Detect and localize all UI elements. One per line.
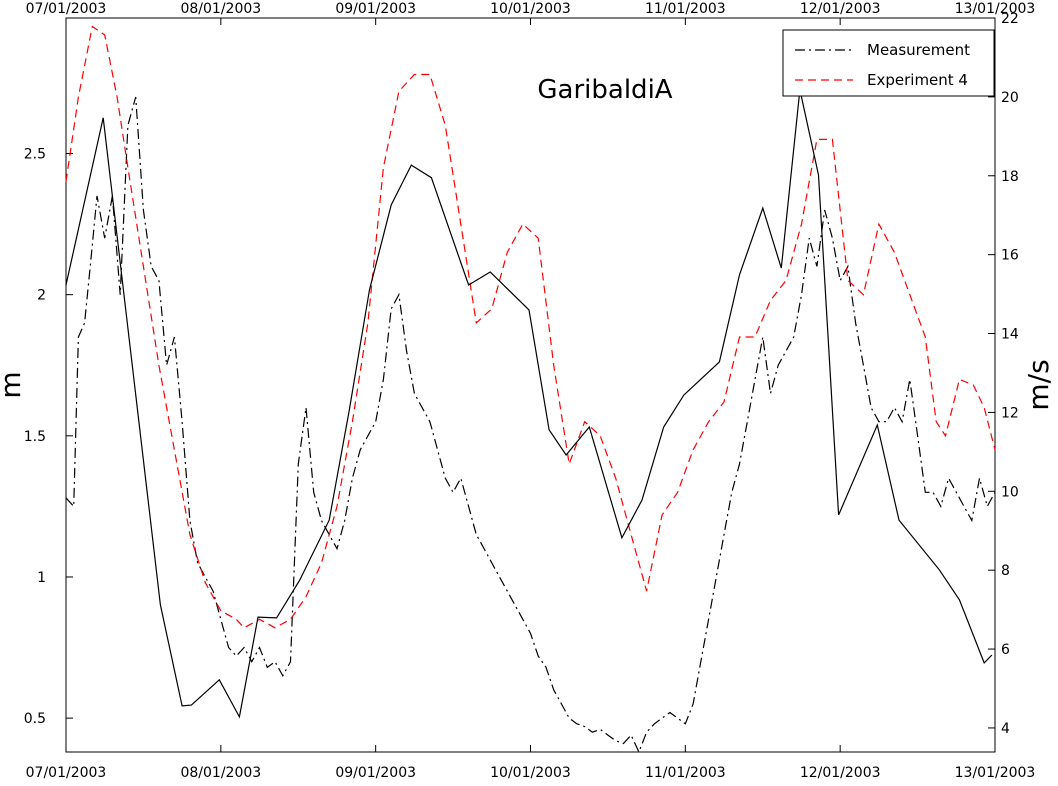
legend-label: Measurement bbox=[867, 41, 970, 59]
y2-tick-label: 8 bbox=[1001, 563, 1010, 579]
x-tick-label: 12/01/2003 bbox=[800, 765, 881, 781]
y-axis-label: m bbox=[0, 371, 27, 398]
x-tick-label: 10/01/2003 bbox=[490, 765, 571, 781]
plot-frame bbox=[65, 17, 996, 753]
x-tick-label-top: 12/01/2003 bbox=[800, 1, 881, 17]
y2-tick-label: 20 bbox=[1001, 90, 1019, 106]
x-tick-label-top: 09/01/2003 bbox=[335, 1, 416, 17]
x-tick-label: 07/01/2003 bbox=[26, 765, 107, 781]
line-series bbox=[65, 89, 993, 719]
legend-box bbox=[782, 29, 995, 97]
y2-tick-label: 18 bbox=[1001, 169, 1019, 185]
y2-tick-label: 6 bbox=[1001, 642, 1010, 658]
x-tick-label-top: 08/01/2003 bbox=[180, 1, 261, 17]
x-tick-label-top: 13/01/2003 bbox=[955, 1, 1036, 17]
y2-tick-label: 4 bbox=[1001, 721, 1010, 737]
line-series bbox=[65, 96, 996, 754]
y2-tick-label: 12 bbox=[1001, 405, 1019, 421]
y-tick-label: 1 bbox=[37, 570, 46, 586]
y-tick-label: 2.5 bbox=[24, 147, 46, 163]
x-tick-label: 09/01/2003 bbox=[335, 765, 416, 781]
x-tick-label: 13/01/2003 bbox=[955, 765, 1036, 781]
x-tick-label: 11/01/2003 bbox=[645, 765, 726, 781]
y-tick-label: 0.5 bbox=[24, 711, 46, 727]
x-tick-label: 08/01/2003 bbox=[180, 765, 261, 781]
x-tick-label-top: 07/01/2003 bbox=[26, 1, 107, 17]
y2-tick-label: 14 bbox=[1001, 327, 1019, 343]
line-series bbox=[65, 25, 996, 629]
annotation: GaribaldiA bbox=[537, 75, 672, 105]
y-tick-label: 1.5 bbox=[24, 429, 46, 445]
x-tick-label-top: 11/01/2003 bbox=[645, 1, 726, 17]
y2-tick-label: 22 bbox=[1001, 11, 1019, 27]
y2-tick-label: 10 bbox=[1001, 484, 1019, 500]
x-tick-label-top: 10/01/2003 bbox=[490, 1, 571, 17]
y-tick-label: 2 bbox=[37, 288, 46, 304]
legend-label: Experiment 4 bbox=[867, 71, 968, 89]
y2-tick-label: 16 bbox=[1001, 248, 1019, 264]
y2-axis-label: m/s bbox=[1022, 359, 1055, 410]
